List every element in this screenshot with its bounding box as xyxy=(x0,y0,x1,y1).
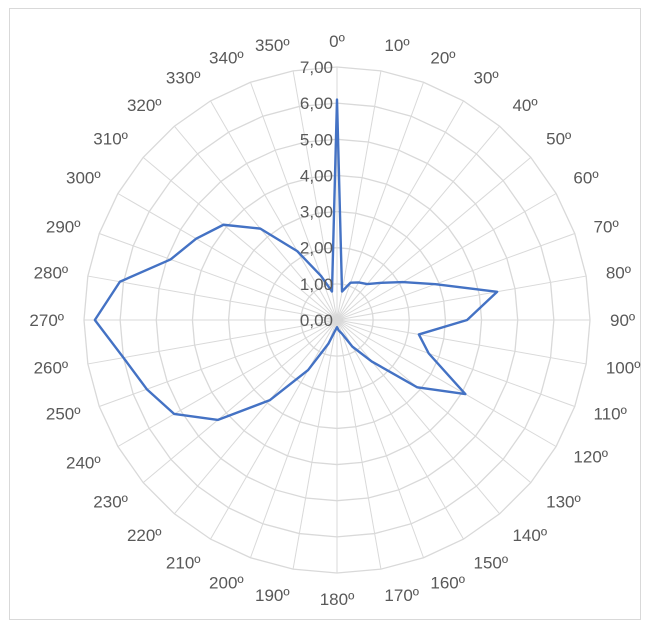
category-label: 100º xyxy=(606,358,641,377)
category-label: 110º xyxy=(594,404,627,423)
category-label: 140º xyxy=(512,526,547,545)
category-label: 210º xyxy=(166,553,201,572)
radial-tick-label: 7,00 xyxy=(300,58,333,77)
category-label: 170º xyxy=(384,586,419,605)
spoke-line xyxy=(336,319,501,515)
category-label: 260º xyxy=(34,358,69,377)
radial-tick-labels: 0,00 1,00 2,00 3,00 4,00 5,00 6,00 7,00 xyxy=(300,58,333,330)
spoke-line xyxy=(210,100,338,321)
spoke-line xyxy=(336,319,587,365)
category-label: 50º xyxy=(546,130,571,149)
category-label: 350º xyxy=(255,36,290,55)
spoke-line xyxy=(336,319,424,558)
radial-tick-label: 4,00 xyxy=(300,166,333,185)
spoke-line xyxy=(210,319,338,540)
category-label: 290º xyxy=(46,218,81,237)
series-line xyxy=(93,98,499,422)
radial-tick-label: 0,00 xyxy=(300,311,333,330)
category-label: 310º xyxy=(93,130,128,149)
spoke-line xyxy=(292,70,338,321)
spoke-line xyxy=(336,319,464,540)
spoke-line xyxy=(336,319,557,447)
radar-spokes xyxy=(84,67,590,573)
spoke-line xyxy=(173,319,338,515)
spoke-line xyxy=(336,156,532,321)
category-label: 10º xyxy=(384,36,409,55)
spoke-line xyxy=(336,70,382,321)
category-label: 160º xyxy=(430,574,465,593)
category-label: 230º xyxy=(93,492,128,511)
spoke-line xyxy=(292,319,338,570)
category-label: 0º xyxy=(329,32,345,51)
category-label: 90º xyxy=(610,311,635,330)
category-label: 30º xyxy=(474,69,499,88)
spoke-line xyxy=(336,193,557,321)
category-label: 60º xyxy=(573,169,598,188)
category-label: 320º xyxy=(127,96,162,115)
category-label: 240º xyxy=(66,454,101,473)
category-label: 340º xyxy=(209,48,244,67)
category-label: 180º xyxy=(320,590,355,609)
spoke-line xyxy=(336,319,382,570)
spoke-line xyxy=(250,82,338,321)
radial-tick-label: 2,00 xyxy=(300,239,333,258)
spoke-line xyxy=(336,275,587,321)
spoke-line xyxy=(87,319,338,365)
category-label: 120º xyxy=(573,448,608,467)
spoke-line xyxy=(117,319,338,447)
spoke-line xyxy=(250,319,338,558)
spoke-line xyxy=(117,193,338,321)
spoke-line xyxy=(336,82,424,321)
radial-tick-label: 6,00 xyxy=(300,94,333,113)
category-label: 220º xyxy=(127,526,162,545)
spoke-line xyxy=(336,233,575,321)
category-label: 200º xyxy=(209,574,244,593)
spoke-line xyxy=(87,275,338,321)
category-labels: 0º 10º 20º 30º 40º 50º 60º 70º 80º 90º 100º 110º 120… xyxy=(29,32,640,609)
spoke-line xyxy=(142,156,338,321)
category-label: 330º xyxy=(166,69,201,88)
category-label: 300º xyxy=(66,169,101,188)
category-label: 70º xyxy=(594,218,619,237)
spoke-line xyxy=(99,233,338,321)
category-label: 130º xyxy=(546,492,581,511)
radial-tick-label: 1,00 xyxy=(300,275,333,294)
spoke-line xyxy=(336,125,501,321)
radial-tick-label: 5,00 xyxy=(300,130,333,149)
spoke-line xyxy=(99,319,338,407)
category-label: 280º xyxy=(34,264,69,283)
spoke-line xyxy=(142,319,338,484)
spoke-line xyxy=(336,319,575,407)
category-label: 270º xyxy=(29,311,64,330)
chart-frame xyxy=(9,8,641,620)
radial-tick-label: 3,00 xyxy=(300,203,333,222)
spoke-line xyxy=(173,125,338,321)
radar-series xyxy=(93,98,499,422)
category-label: 190º xyxy=(255,586,290,605)
category-label: 250º xyxy=(46,404,81,423)
category-label: 80º xyxy=(606,264,631,283)
category-label: 20º xyxy=(430,48,455,67)
category-label: 40º xyxy=(512,96,537,115)
category-label: 150º xyxy=(474,553,509,572)
spoke-line xyxy=(336,319,532,484)
